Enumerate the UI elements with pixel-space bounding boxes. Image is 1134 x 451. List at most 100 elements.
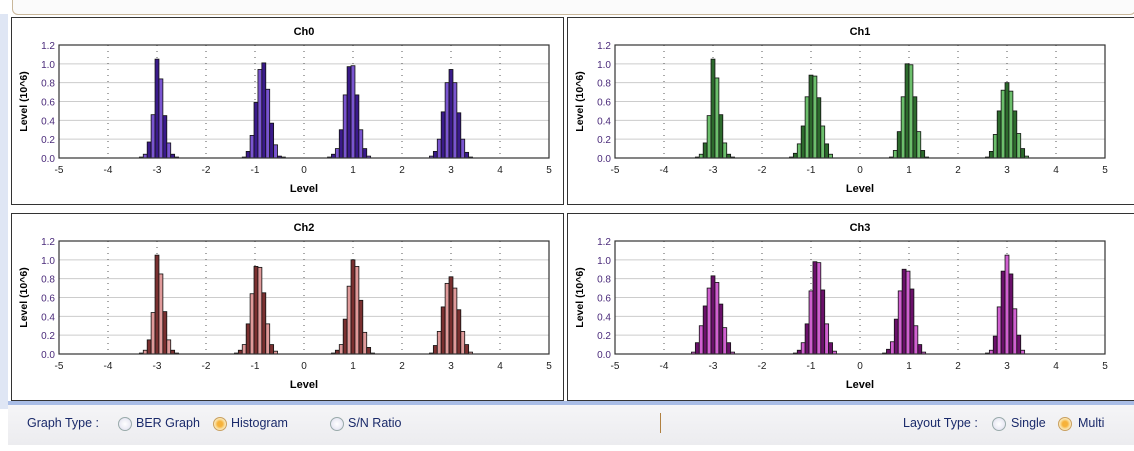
radio-label-sn-ratio[interactable]: S/N Ratio bbox=[348, 416, 402, 430]
histogram-bar bbox=[904, 63, 910, 159]
radio-label-histogram[interactable]: Histogram bbox=[231, 416, 288, 430]
histogram-bar bbox=[722, 327, 728, 355]
histogram-bar bbox=[257, 69, 263, 159]
histogram-bar bbox=[346, 66, 352, 159]
histogram-bar bbox=[362, 331, 368, 355]
histogram-bar bbox=[792, 152, 798, 159]
histogram-bar bbox=[698, 325, 704, 355]
radio-sn-ratio[interactable] bbox=[330, 417, 344, 431]
x-axis-label: Level bbox=[846, 183, 874, 195]
histogram-bar bbox=[358, 129, 364, 159]
x-tick-label: -3 bbox=[153, 361, 162, 372]
x-tick-label: -3 bbox=[153, 165, 162, 176]
y-tick-label: 0.8 bbox=[597, 275, 611, 286]
histogram-bar bbox=[154, 254, 160, 355]
y-tick-label: 0.2 bbox=[41, 331, 55, 342]
chart-panel-ch1: Ch1 0.0 0.2 0.4 0.6 0.8 1.0 1.2 -5 -4 -3 -2 -1 0 1 2 3 4 5… bbox=[567, 17, 1134, 205]
histogram-chart: Ch1 0.0 0.2 0.4 0.6 0.8 1.0 1.2 -5 -4 -3 -2 -1 0 1 2 3 4 5… bbox=[574, 26, 1108, 195]
histogram-bar bbox=[722, 142, 728, 159]
y-tick-label: 1.0 bbox=[41, 256, 55, 267]
histogram-bar bbox=[261, 62, 267, 159]
histogram-bar bbox=[897, 290, 903, 355]
histogram-bar bbox=[245, 323, 251, 355]
histogram-bar bbox=[816, 262, 822, 355]
histogram-bar bbox=[464, 344, 470, 355]
x-tick-label: -3 bbox=[709, 165, 718, 176]
histogram-bar bbox=[257, 266, 263, 355]
histogram-bar bbox=[800, 342, 806, 355]
histogram-bar bbox=[354, 94, 360, 159]
histogram-bar bbox=[245, 151, 251, 159]
x-tick-label: 3 bbox=[448, 165, 454, 176]
radio-label-ber-graph[interactable]: BER Graph bbox=[136, 416, 200, 430]
histogram-bar bbox=[886, 348, 891, 355]
histogram-bar bbox=[334, 148, 340, 159]
chart-panel-ch2: Ch2 0.0 0.2 0.4 0.6 0.8 1.0 1.2 -5 -4 -3 -2 -1 0 1 2 3 4 5… bbox=[11, 213, 564, 401]
histogram-bar bbox=[996, 306, 1002, 355]
histogram-bar bbox=[146, 141, 152, 159]
histogram-bar bbox=[726, 342, 732, 355]
histogram-bar bbox=[706, 287, 712, 355]
radio-multi[interactable] bbox=[1058, 417, 1072, 431]
y-tick-label: 0.8 bbox=[41, 79, 55, 90]
histogram-bar bbox=[158, 78, 164, 159]
x-tick-label: -2 bbox=[202, 361, 211, 372]
histogram-bar bbox=[808, 290, 814, 355]
histogram-bar bbox=[460, 331, 466, 355]
plot-area-frame bbox=[614, 44, 1106, 159]
x-tick-label: 5 bbox=[546, 165, 552, 176]
histogram-bar bbox=[346, 285, 352, 355]
y-tick-label: 0.4 bbox=[597, 116, 611, 127]
y-tick-label: 0.6 bbox=[597, 294, 611, 305]
histogram-bar bbox=[824, 143, 830, 159]
plot-area-frame bbox=[58, 44, 550, 159]
y-tick-label: 0.0 bbox=[41, 350, 55, 361]
histogram-bar bbox=[908, 64, 914, 159]
y-tick-label: 1.0 bbox=[597, 256, 611, 267]
histogram-bar bbox=[432, 151, 438, 159]
x-tick-label: -4 bbox=[104, 361, 113, 372]
histogram-chart: Ch2 0.0 0.2 0.4 0.6 0.8 1.0 1.2 -5 -4 -3 -2 -1 0 1 2 3 4 5… bbox=[18, 222, 552, 391]
histogram-bar bbox=[905, 270, 911, 355]
histogram-bar bbox=[261, 292, 267, 355]
histogram-bar bbox=[440, 306, 446, 355]
histogram-bar bbox=[800, 125, 806, 159]
y-tick-label: 0.6 bbox=[597, 98, 611, 109]
histogram-bar bbox=[444, 282, 450, 355]
histogram-bar bbox=[362, 148, 368, 159]
radio-label-single[interactable]: Single bbox=[1011, 416, 1046, 430]
histogram-bar bbox=[1000, 89, 1006, 159]
histogram-bar bbox=[1012, 308, 1018, 355]
x-tick-label: -5 bbox=[611, 165, 620, 176]
x-tick-label: 0 bbox=[857, 165, 863, 176]
radio-histogram[interactable] bbox=[213, 417, 227, 431]
x-tick-label: 4 bbox=[497, 165, 503, 176]
x-axis-label: Level bbox=[290, 183, 318, 195]
histogram-bar bbox=[1004, 254, 1010, 355]
histogram-bar bbox=[901, 268, 907, 355]
radio-single[interactable] bbox=[992, 417, 1006, 431]
histogram-bar bbox=[718, 114, 724, 159]
histogram-bar bbox=[917, 344, 923, 355]
histogram-bar bbox=[1008, 90, 1014, 159]
radio-ber-graph[interactable] bbox=[118, 417, 132, 431]
histogram-bar bbox=[714, 282, 720, 355]
radio-label-multi[interactable]: Multi bbox=[1078, 416, 1105, 430]
histogram-bar bbox=[820, 289, 826, 355]
x-tick-label: -1 bbox=[807, 361, 816, 372]
y-tick-label: 0.0 bbox=[597, 350, 611, 361]
histogram-bar bbox=[150, 312, 156, 355]
histogram-bar bbox=[350, 65, 356, 159]
x-tick-label: 3 bbox=[1004, 361, 1010, 372]
x-tick-label: 3 bbox=[1004, 165, 1010, 176]
x-tick-label: -5 bbox=[55, 361, 64, 372]
histogram-bar bbox=[710, 275, 716, 355]
histogram-bar bbox=[812, 75, 818, 159]
x-tick-label: 1 bbox=[350, 165, 356, 176]
histogram-bar bbox=[269, 344, 275, 355]
histogram-bar bbox=[1016, 133, 1022, 159]
histogram-bar bbox=[253, 102, 259, 159]
y-tick-label: 0.2 bbox=[41, 135, 55, 146]
histogram-bar bbox=[273, 144, 278, 159]
y-tick-label: 1.2 bbox=[41, 41, 55, 52]
